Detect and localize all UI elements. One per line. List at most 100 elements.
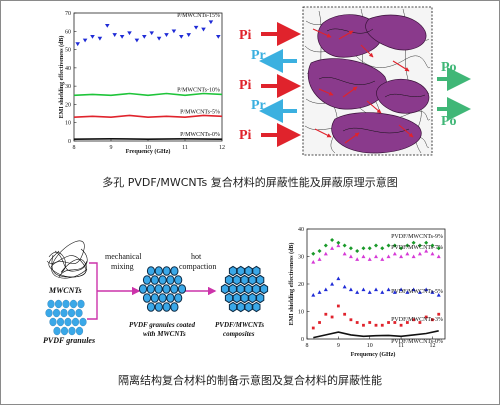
data-point (318, 321, 321, 324)
data-point (142, 34, 147, 39)
pvdf-granule (79, 317, 87, 327)
composite-cell (248, 292, 257, 304)
pvdf-granule (45, 308, 53, 318)
data-point (311, 251, 316, 256)
y-tick-label: 20 (65, 102, 71, 108)
series-line (73, 92, 223, 97)
data-point (323, 251, 328, 256)
data-point (323, 287, 328, 292)
bottom-caption: 隔离结构复合材料的制备示意图及复合材料的屏蔽性能 (118, 374, 382, 387)
coated-granule (170, 302, 179, 312)
y-tick-label: 50 (65, 48, 71, 54)
composite-cell (236, 283, 245, 295)
x-tick-label: 10 (367, 343, 373, 349)
coated-granule (142, 275, 152, 285)
coated-granule (158, 293, 167, 303)
pvdf-granule (68, 326, 76, 336)
data-point (348, 287, 353, 292)
data-point (430, 243, 435, 248)
data-point (355, 257, 360, 261)
pvdf-granule (67, 308, 76, 318)
data-point (342, 251, 347, 256)
data-point (417, 290, 422, 294)
shielding-mechanism-schematic: Pi Pr Pi Pr Pi Po Po (239, 6, 471, 156)
data-point (437, 312, 441, 316)
data-point (149, 31, 154, 36)
data-point (105, 24, 110, 28)
data-point (348, 246, 353, 251)
label-po: Po (441, 114, 457, 129)
pore (365, 14, 427, 51)
data-point (323, 243, 328, 248)
coated-granule (162, 284, 171, 294)
label-pr: Pr (251, 48, 266, 63)
coated-label-1: PVDF granules coated (129, 321, 195, 329)
pvdf-granule (52, 308, 61, 318)
bottom-chart-legend: PVDF/MWCNTs-0% PVDF/MWCNTs-3% PVDF/MWCNTs-… (391, 234, 443, 345)
data-point (436, 246, 441, 251)
data-point (386, 243, 391, 248)
data-point (311, 326, 315, 330)
pvdf-granules-label: PVDF granules (43, 336, 95, 345)
coated-granules (138, 266, 187, 312)
data-point (380, 290, 385, 294)
bottom-chart-ticks: 8 9 10 11 12 0 10 20 30 40 (298, 227, 435, 349)
y-tick-label: 30 (298, 255, 304, 261)
coated-granule (174, 293, 183, 303)
coated-granule (146, 284, 155, 294)
legend-label: PVDF/MWCNTs-3% (391, 317, 443, 323)
cnt-network-overlay (318, 28, 426, 134)
bottom-chart-marks (311, 238, 441, 339)
legend-label: PVDF/MWCNTs-7% (391, 245, 443, 251)
mixing-bracket (87, 262, 217, 320)
data-point (405, 290, 410, 294)
data-point (399, 246, 404, 251)
coated-granule (162, 302, 171, 312)
composite-cell (244, 301, 253, 313)
composite-cell (256, 292, 265, 304)
composite-cell (224, 292, 234, 304)
y-tick-label: 70 (65, 11, 71, 17)
bottom-chart-ylabel: EMI shielding effectiveness (dB) (288, 243, 295, 326)
data-point (112, 33, 117, 37)
data-point (330, 246, 335, 250)
pvdf-granule (75, 308, 83, 318)
data-point (374, 243, 378, 248)
data-point (386, 254, 391, 259)
data-point (119, 34, 125, 39)
data-point (367, 290, 372, 294)
data-point (336, 240, 341, 245)
y-tick-label: 60 (65, 29, 71, 35)
coated-granule (162, 266, 171, 276)
coated-granule (177, 284, 187, 294)
data-point (361, 246, 366, 251)
legend-label: PVDF/MWCNTs-0% (391, 339, 443, 345)
data-point (362, 323, 365, 327)
x-tick-label: 8 (73, 145, 76, 151)
pvdf-granule (77, 299, 85, 309)
composite-cell (232, 274, 241, 286)
coated-granule (154, 284, 163, 294)
pvdf-granule (56, 317, 65, 327)
label-pi: Pi (239, 28, 252, 43)
legend-label: P/MWCNTs-15% (177, 13, 220, 19)
data-point (97, 36, 103, 41)
data-point (399, 287, 404, 292)
data-point (343, 312, 347, 316)
composite-cell (228, 283, 237, 295)
data-point (386, 287, 391, 292)
coated-granule (142, 293, 152, 303)
data-point (430, 251, 435, 256)
x-tick-label: 11 (398, 343, 404, 349)
mwcnts-tangle (46, 240, 88, 279)
composite-cell (256, 274, 265, 286)
x-tick-label: 9 (337, 343, 340, 349)
data-point (405, 243, 410, 248)
legend-label: P/MWCNTs-5% (180, 109, 220, 115)
data-point (127, 31, 132, 36)
series-line (313, 330, 439, 339)
y-tick-label: 10 (65, 121, 71, 127)
data-point (387, 321, 390, 324)
data-point (424, 240, 429, 245)
data-point (405, 251, 410, 256)
